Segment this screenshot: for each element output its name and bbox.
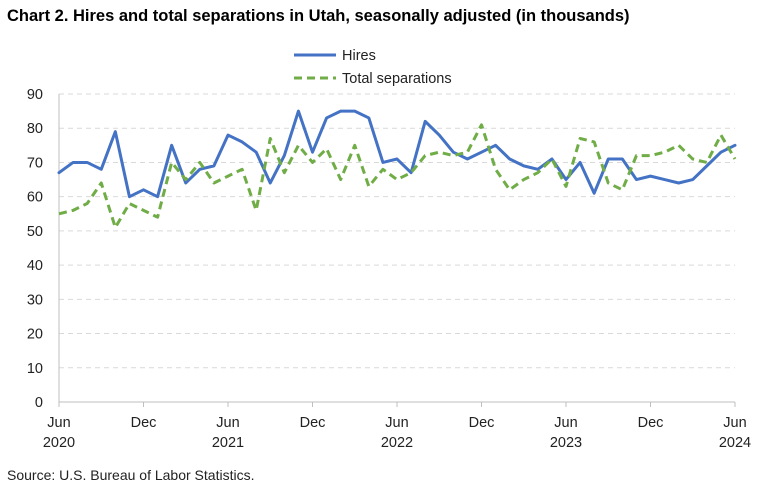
y-tick-label: 0 xyxy=(35,395,43,411)
y-tick-label: 80 xyxy=(27,121,43,137)
x-tick-label-month: Dec xyxy=(638,415,664,431)
x-tick-label-month: Jun xyxy=(385,415,408,431)
y-tick-label: 20 xyxy=(27,327,43,343)
chart-title: Chart 2. Hires and total separations in … xyxy=(7,7,630,25)
legend-label-total-separations: Total separations xyxy=(342,71,452,87)
x-tick-label-year: 2024 xyxy=(719,435,751,451)
x-tick-label-month: Jun xyxy=(554,415,577,431)
x-tick-label-year: 2020 xyxy=(43,435,75,451)
x-tick-label-year: 2021 xyxy=(212,435,244,451)
y-tick-label: 60 xyxy=(27,190,43,206)
source-note: Source: U.S. Bureau of Labor Statistics. xyxy=(7,467,255,483)
series-line-hires xyxy=(57,109,737,199)
axes: 0 10 20 30 40 50 60 70 80 90 Jun 2020 Dec Jun 2021 Dec J… xyxy=(27,87,751,451)
y-tick-label: 30 xyxy=(27,292,43,308)
x-tick-label-month: Jun xyxy=(723,415,746,431)
legend-label-hires: Hires xyxy=(342,48,376,64)
x-tick-label-year: 2022 xyxy=(381,435,413,451)
y-tick-label: 40 xyxy=(27,258,43,274)
x-tick-label-month: Jun xyxy=(47,415,70,431)
x-tick-label-year: 2023 xyxy=(550,435,582,451)
x-tick-label-month: Dec xyxy=(469,415,495,431)
legend: Hires Total separations xyxy=(294,48,452,87)
y-tick-label: 90 xyxy=(27,87,43,103)
series-lines xyxy=(57,109,737,229)
y-tick-label: 50 xyxy=(27,224,43,240)
y-tick-label: 10 xyxy=(27,361,43,377)
y-tick-label: 70 xyxy=(27,155,43,171)
x-tick-label-month: Dec xyxy=(131,415,157,431)
x-tick-label-month: Dec xyxy=(300,415,326,431)
gridlines xyxy=(59,93,735,369)
x-tick-label-month: Jun xyxy=(216,415,239,431)
